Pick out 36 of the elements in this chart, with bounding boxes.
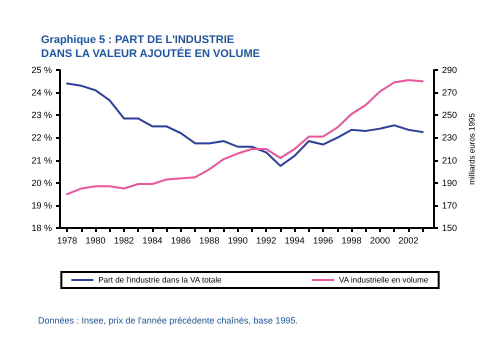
y2-tick-label: 270 (442, 88, 458, 98)
y2-tick-label: 170 (442, 200, 458, 210)
x-tick-label: 1998 (342, 236, 362, 246)
y-tick-label: 22 % (31, 132, 52, 143)
x-tick-label: 1994 (284, 236, 305, 246)
x-tick-label: 2000 (370, 236, 390, 246)
y2-tick-label: 250 (442, 110, 458, 120)
y2-tick-label: 230 (442, 132, 458, 143)
x-tick-label: 1986 (170, 236, 191, 246)
y2-tick-label: 290 (442, 65, 458, 75)
x-tick-label: 1982 (114, 236, 134, 246)
y2-axis-title: milliards euros 1995 (468, 112, 476, 185)
x-tick-label: 1988 (199, 236, 220, 246)
x-tick-label: 1992 (256, 236, 276, 246)
text: Données : Insee, prix de l'année précédente chaînés, base 1995. (38, 316, 298, 326)
x-tick-label: 1996 (313, 236, 334, 246)
x-tick-label: 1984 (142, 236, 162, 246)
y2-tick-label: 210 (442, 155, 458, 166)
legend-label: Part de l'industrie dans la VA totale (98, 276, 222, 284)
x-tick-label: 1990 (228, 236, 248, 246)
x-tick-label: 1978 (57, 236, 78, 246)
line-series (66, 79, 424, 196)
y-tick-label: 23 % (31, 110, 52, 120)
y2-tick-label: 150 (442, 223, 458, 233)
line-series (66, 82, 424, 167)
y-tick-label: 20 % (31, 178, 52, 188)
chart-title: Graphique 5 : PART DE L'INDUSTRIE DANS LA VALEUR AJOUTÉE EN VOLUME (41, 34, 260, 60)
y-tick-label: 24 % (31, 88, 52, 98)
x-tick-label: 2002 (398, 236, 418, 246)
legend-label: VA industrielle en volume (339, 276, 429, 284)
y-tick-label: 21 % (31, 155, 52, 166)
y-tick-label: 18 % (31, 223, 52, 233)
y2-tick-label: 190 (442, 178, 458, 188)
x-tick-label: 1980 (86, 236, 106, 246)
y-tick-label: 25 % (31, 65, 52, 75)
y-tick-label: 19 % (31, 200, 52, 210)
